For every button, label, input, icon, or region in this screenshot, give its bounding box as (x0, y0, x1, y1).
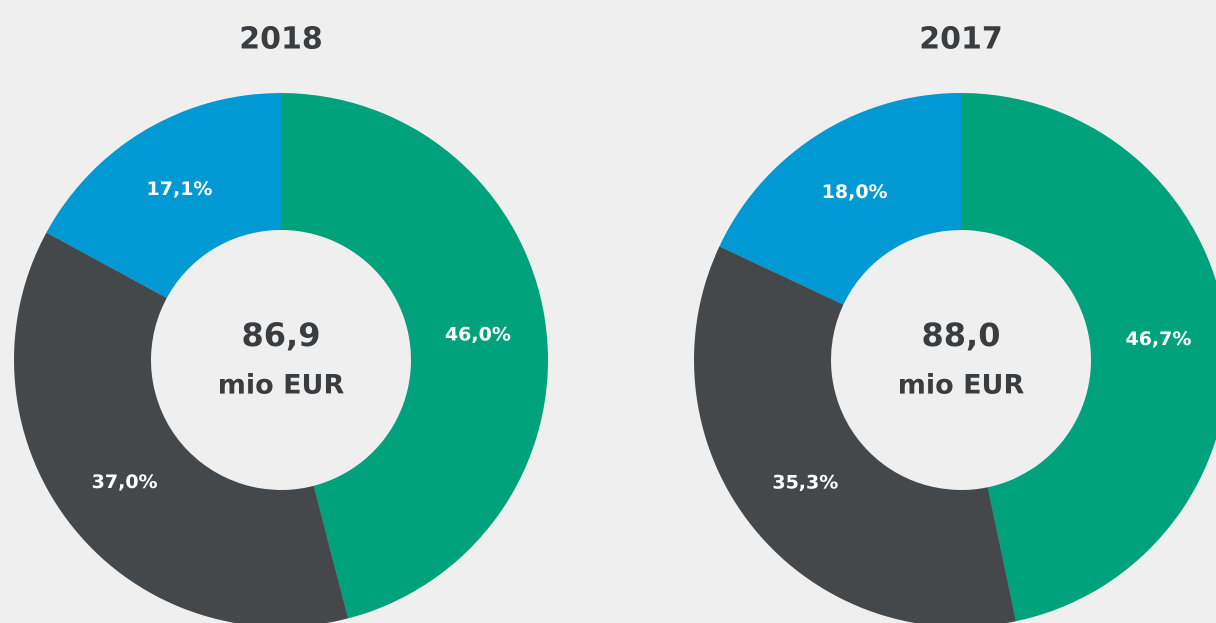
data-label: 46,0% (445, 323, 511, 345)
center-unit: mio EUR (898, 370, 1025, 401)
center-value: 88,0 (922, 316, 1001, 354)
chart-title: 2017 (919, 22, 1003, 57)
data-label: 46,7% (1125, 328, 1191, 350)
donut-segment (694, 246, 1016, 623)
donut-chart: 2018 46,0% 37,0% 17,1% 86,9 mio EUR (14, 22, 548, 623)
center-value: 86,9 (242, 316, 321, 354)
donut-chart: 2017 46,7% 35,3% 18,0% 88,0 mio EUR (694, 22, 1216, 623)
donut-segment (719, 93, 961, 305)
center-unit: mio EUR (218, 370, 345, 401)
data-label: 37,0% (92, 471, 158, 493)
donut-segment (961, 93, 1216, 622)
data-label: 17,1% (147, 178, 213, 200)
data-label: 18,0% (822, 181, 888, 203)
chart-title: 2018 (239, 22, 323, 57)
donut-segment (46, 93, 281, 298)
donut-segment (281, 93, 548, 619)
donut-segment (14, 232, 349, 623)
data-label: 35,3% (772, 472, 838, 494)
